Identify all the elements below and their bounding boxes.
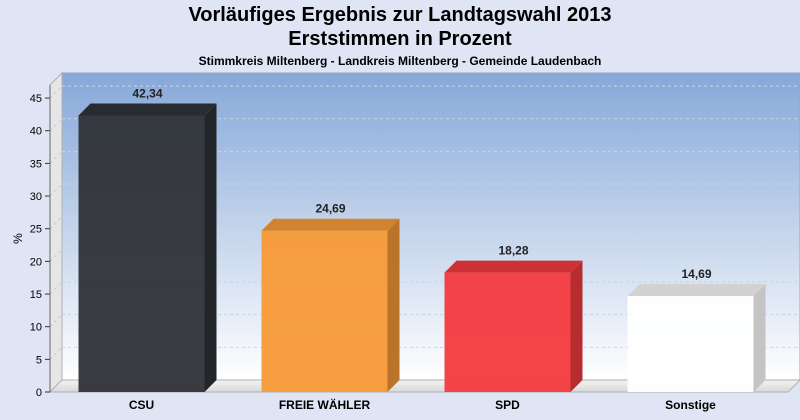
y-tick-label: 25 [30, 224, 42, 236]
bars-group: 42,34 24,69 18,28 14,69 [78, 86, 766, 392]
grid-line-side [49, 151, 63, 164]
bar-top [261, 218, 400, 231]
y-tick-label: 15 [30, 289, 42, 301]
bar-top [627, 284, 766, 297]
x-category-label: Sonstige [665, 398, 716, 412]
bar-spd: 18,28 [444, 244, 583, 392]
grid-line-side [49, 346, 63, 360]
bar-top [444, 260, 583, 273]
y-tick-label: 5 [36, 354, 42, 366]
y-axis-label: % [11, 233, 25, 244]
bar-value-label: 18,28 [498, 244, 528, 258]
bar-top [78, 103, 217, 116]
x-category-label: SPD [495, 398, 520, 412]
y-tick-label: 0 [36, 387, 42, 399]
grid-line-side [49, 314, 63, 328]
bar-value-label: 14,69 [681, 267, 711, 281]
y-tick-label: 40 [30, 126, 42, 138]
y-axis-ticks: 0 5 10 15 20 25 30 35 40 45 [30, 85, 51, 399]
chart-title: Vorläufiges Ergebnis zur Landtagswahl 20… [188, 4, 612, 26]
x-category-label: CSU [129, 398, 154, 412]
y-tick-label: 45 [30, 93, 42, 105]
y-tick-label: 10 [30, 322, 42, 334]
bar-value-label: 42,34 [132, 86, 162, 100]
chart-caption: Stimmkreis Miltenberg - Landkreis Milten… [198, 54, 602, 68]
y-tick-label: 30 [30, 191, 42, 203]
chart-subtitle: Erststimmen in Prozent [288, 28, 512, 50]
bar-side [570, 260, 583, 392]
grid-line-side [49, 183, 63, 197]
bar-front [444, 272, 571, 392]
bar-sonstige: 14,69 [627, 267, 766, 392]
y-tick-label: 20 [30, 256, 42, 268]
y-tick-label: 35 [30, 158, 42, 170]
x-category-label: FREIE WÄHLER [279, 397, 371, 412]
grid-line-side [49, 216, 63, 230]
bar-front [78, 115, 205, 392]
grid-line-side [49, 281, 63, 295]
bar-csu: 42,34 [78, 86, 217, 392]
grid-line-side [49, 85, 63, 99]
bar-side [204, 103, 217, 392]
bar-side [753, 284, 766, 392]
grid-line-side [49, 118, 63, 132]
bar-side [387, 218, 400, 392]
grid-line-side [49, 249, 63, 262]
bar-front [627, 296, 754, 392]
bar-front [261, 230, 388, 392]
bar-freie-w-hler: 24,69 [261, 202, 400, 392]
bar-value-label: 24,69 [315, 202, 345, 216]
x-axis-labels: CSU FREIE WÄHLER SPD Sonstige [129, 397, 716, 412]
